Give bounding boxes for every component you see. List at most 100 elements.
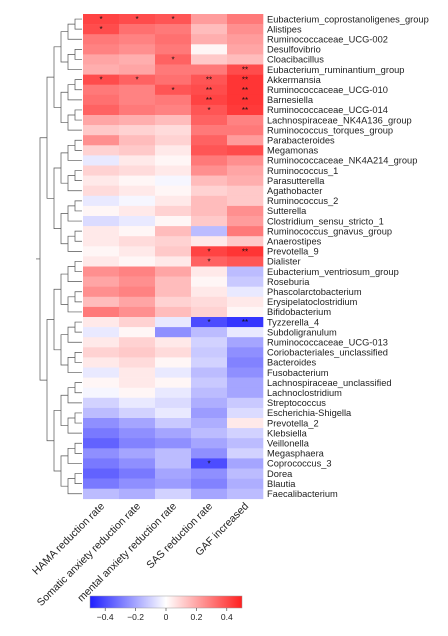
row-label: Ruminococcaceae_UCG-013: [267, 337, 388, 347]
dendrogram-branch: [74, 352, 82, 363]
row-label: Ruminococcus_gnavus_group: [267, 226, 392, 236]
significance-mark: **: [242, 76, 248, 85]
dendrogram-branch: [39, 137, 47, 381]
heatmap-cell: [227, 54, 264, 65]
significance-mark: **: [206, 86, 212, 95]
row-label: Prevotella_9: [267, 247, 319, 257]
heatmap-cell: [191, 306, 228, 318]
heatmap-cell: [119, 478, 156, 489]
heatmap-cell: [191, 377, 228, 388]
heatmap-cell: [155, 407, 192, 419]
row-label: Megasphaera: [267, 449, 325, 459]
dendrogram-branch: [60, 334, 68, 366]
dendrogram-branch: [60, 455, 68, 487]
row-label: Anaerostipes: [267, 236, 322, 246]
heatmap-cell: [155, 54, 192, 65]
heatmap-cell: [83, 448, 120, 459]
heatmap-cell: [227, 226, 264, 237]
row-label: Blautia: [267, 479, 296, 489]
heatmap-cell: [119, 418, 156, 429]
dendrogram-branch: [60, 394, 68, 426]
dendrogram-branch: [67, 357, 82, 373]
legend-tick-label: 0.2: [190, 612, 202, 622]
heatmap-cell: [83, 135, 120, 146]
significance-mark: **: [242, 96, 248, 105]
heatmap-cell: [119, 367, 156, 378]
row-label: Lachnospiraceae_unclassified: [267, 378, 392, 388]
heatmap-cell: [155, 125, 192, 136]
heatmap-cell: [155, 24, 192, 35]
dendrogram-branch: [67, 144, 82, 161]
heatmap-cell: [191, 246, 228, 257]
heatmap-cell: [191, 34, 228, 45]
heatmap-cell: [83, 418, 120, 429]
significance-mark: *: [99, 15, 102, 24]
heatmap-cell: [83, 256, 120, 267]
heatmap-cell: [155, 64, 192, 75]
heatmap-cell: [227, 125, 264, 136]
heatmap-cell: [227, 74, 264, 85]
heatmap-cell: [227, 286, 264, 298]
heatmap-cell: [119, 175, 156, 186]
dendrogram-branch: [74, 321, 82, 333]
heatmap-cell: [227, 367, 264, 378]
row-label: Eubacterium_ventriosum_group: [267, 267, 399, 277]
dendrogram-branch: [60, 31, 68, 63]
heatmap-cell: [119, 44, 156, 55]
heatmap-cell: [155, 276, 192, 287]
heatmap-cell: [83, 397, 120, 409]
row-label: Dialister: [267, 257, 301, 267]
heatmap-cell: [191, 256, 228, 267]
heatmap-cell: [155, 135, 192, 146]
heatmap-cell: [119, 165, 156, 176]
heatmap-cell: [227, 205, 264, 217]
heatmap-cell: [191, 44, 228, 55]
heatmap-cell: [155, 216, 192, 227]
heatmap-cell: [227, 104, 264, 116]
heatmap-cell: [155, 438, 192, 449]
heatmap-cell: [83, 125, 120, 136]
heatmap-cell: [119, 14, 156, 25]
heatmap-cell: [227, 468, 264, 479]
heatmap-cell: [227, 145, 264, 156]
heatmap-cell: [227, 337, 264, 348]
heatmap-cell: [83, 428, 120, 439]
heatmap-cell: [83, 216, 120, 227]
heatmap-cell: [227, 216, 264, 227]
heatmap-cell: [155, 347, 192, 358]
row-label: Ruminococcus_2: [267, 196, 338, 206]
heatmap-cell: [83, 165, 120, 176]
row-label: Ruminococcus_1: [267, 166, 338, 176]
heatmap-cell: [119, 104, 156, 116]
heatmap-cell: [119, 84, 156, 96]
heatmap-cell: [83, 94, 120, 106]
heatmap-cell: [119, 64, 156, 75]
dendrogram-branch: [53, 46, 61, 108]
legend-tick-label: −0.2: [127, 612, 144, 622]
heatmap-cell: [83, 306, 120, 318]
heatmap-cell: [227, 266, 264, 277]
heatmap-cell: [227, 115, 264, 126]
dendrogram-branch: [67, 387, 82, 404]
heatmap-cell: [83, 226, 120, 237]
row-label: Clostridium_sensu_stricto_1: [267, 216, 384, 226]
heatmap-cell: [155, 286, 192, 298]
row-label: Alistipes: [267, 24, 302, 34]
heatmap-cell: [155, 256, 192, 267]
significance-mark: *: [207, 459, 210, 468]
heatmap-cell: [155, 387, 192, 399]
heatmap-cell: [155, 377, 192, 388]
legend-tick-label: −0.4: [97, 612, 114, 622]
dendrogram-branch: [46, 76, 54, 199]
dendrogram-branch: [67, 447, 82, 464]
heatmap-cell: [191, 216, 228, 227]
row-label: Megamonas: [267, 146, 319, 156]
heatmap-cell: [83, 276, 120, 287]
heatmap-cell: [83, 44, 120, 55]
heatmap-cell: [227, 276, 264, 287]
dendrogram-branch: [60, 213, 68, 245]
heatmap-cell: [155, 327, 192, 338]
heatmap-cell: [83, 296, 120, 308]
heatmap-cell: [227, 165, 264, 176]
